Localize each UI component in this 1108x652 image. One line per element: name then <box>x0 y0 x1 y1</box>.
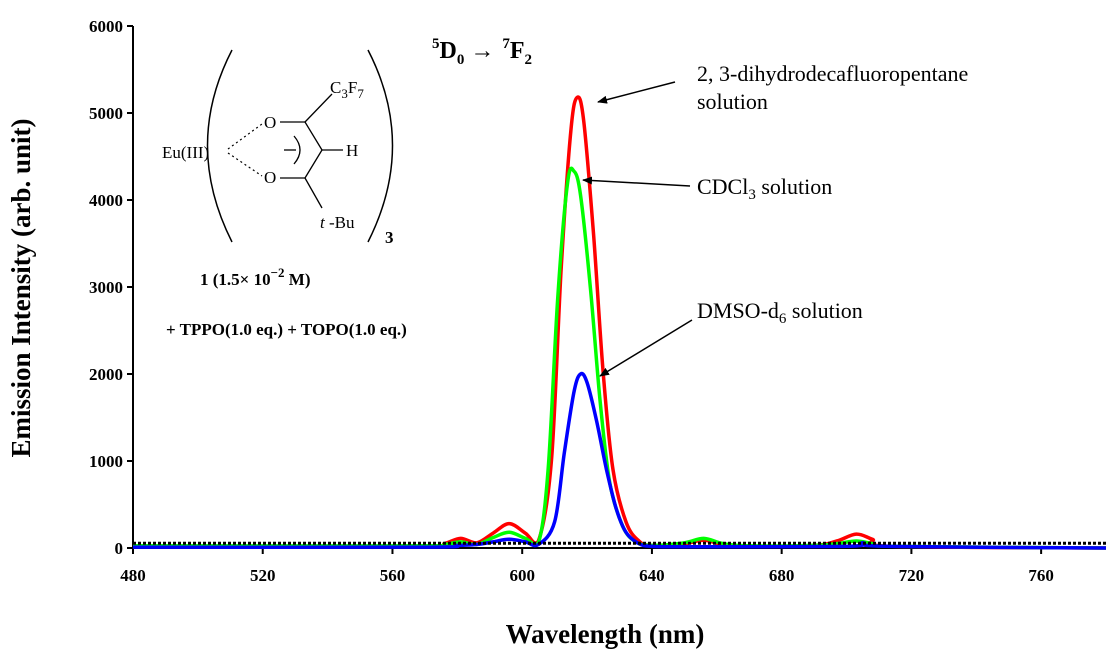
y-axis-title: Emission Intensity (arb. unit) <box>6 118 36 457</box>
transition-lower-main: F <box>510 38 525 64</box>
annotation-dhdfp-text: 2, 3-dihydrodecafluoropentane <box>697 61 968 86</box>
c3f7-sub2: 7 <box>357 86 364 101</box>
annotation-dhdfp-solution-text: solution <box>697 89 768 114</box>
annotation-dmso-text: DMSO-d <box>697 298 779 323</box>
annotation-cdcl3-rest: solution <box>756 174 832 199</box>
series-blue <box>132 371 1107 550</box>
y-tick-label: 6000 <box>89 17 123 36</box>
c3f7-sub1: 3 <box>341 86 348 101</box>
annotation-dmso-rest: solution <box>786 298 862 323</box>
metal-label: Eu(III) <box>162 143 209 162</box>
compound-exp: −2 <box>271 265 285 280</box>
compound-prefix: 1 (1.5 <box>200 270 240 289</box>
compound-ten: 10 <box>249 270 270 289</box>
compound-concentration: 1 (1.5× 10−2 M) <box>200 265 311 289</box>
transition-lower-sub: 2 <box>525 52 533 68</box>
y-tick-label: 5000 <box>89 104 123 123</box>
ligand-count: 3 <box>385 228 394 247</box>
left-bracket <box>206 49 233 243</box>
c3f7-f: F <box>348 78 357 97</box>
y-tick-label: 2000 <box>89 365 123 384</box>
y-tick-label: 0 <box>115 539 124 558</box>
x-ticks: 480 520 560 600 640 680 720 760 <box>120 548 1054 585</box>
arrow-dhdfp <box>597 81 676 104</box>
x-tick-label: 560 <box>380 566 406 585</box>
x-tick-label: 640 <box>639 566 665 585</box>
annotation-cdcl3-text: CDCl <box>697 174 748 199</box>
transition-upper-sup: 5 <box>432 36 440 52</box>
chemical-structure: Eu(III) O O C3F7 H t -Bu 3 1 (1.5× 10−2 … <box>162 49 407 339</box>
bond-c-tbu <box>304 177 323 209</box>
c3f7-label: C3F7 <box>330 78 364 101</box>
y-tick-label: 1000 <box>89 452 123 471</box>
tbu-t: t <box>320 213 326 232</box>
tbu-rest: -Bu <box>325 213 355 232</box>
additive-label: + TPPO(1.0 eq.) + TOPO(1.0 eq.) <box>166 320 407 339</box>
annotation-dmso: DMSO-d6 solution <box>697 298 863 327</box>
x-tick-label: 680 <box>769 566 795 585</box>
coord-bond-top <box>227 123 263 150</box>
transition-arrow: → <box>470 38 494 64</box>
tbu-label: t -Bu <box>320 213 355 232</box>
bond-c-ch-bottom <box>304 149 323 179</box>
x-tick-label: 720 <box>899 566 925 585</box>
right-bracket <box>367 49 394 243</box>
transition-upper-main: D <box>440 38 457 64</box>
oxygen-top: O <box>264 113 276 132</box>
compound-suffix: M) <box>285 270 311 289</box>
y-tick-label: 3000 <box>89 278 123 297</box>
spectrum-series <box>132 95 1107 550</box>
x-tick-label: 520 <box>250 566 276 585</box>
y-tick-label: 4000 <box>89 191 123 210</box>
arrow-cdcl3 <box>582 176 691 187</box>
y-ticks: 0 1000 2000 3000 4000 5000 6000 <box>89 17 133 558</box>
transition-lower-sup: 7 <box>502 36 510 52</box>
x-axis-title: Wavelength (nm) <box>506 619 705 649</box>
transition-label: 5D0 → 7F2 <box>432 36 532 68</box>
arrow-dmso <box>599 319 693 377</box>
annotation-cdcl3: CDCl3 solution <box>697 174 832 203</box>
x-tick-label: 760 <box>1028 566 1054 585</box>
bond-c-ch-top <box>304 121 323 151</box>
x-tick-label: 480 <box>120 566 146 585</box>
oxygen-bottom: O <box>264 168 276 187</box>
transition-upper-sub: 0 <box>457 52 465 68</box>
annotation-cdcl3-sub: 3 <box>748 187 756 203</box>
series-green <box>132 166 1107 550</box>
annotation-dmso-sub: 6 <box>779 311 787 327</box>
compound-times: × <box>240 270 250 289</box>
bond-c-cf-top <box>304 93 333 123</box>
coord-bond-bottom <box>227 152 263 177</box>
hydrogen-label: H <box>346 141 358 160</box>
annotation-dhdfp-solution: solution <box>697 89 768 114</box>
annotation-dhdfp: 2, 3-dihydrodecafluoropentane <box>697 61 968 86</box>
x-tick-label: 600 <box>509 566 535 585</box>
c3f7-c: C <box>330 78 341 97</box>
delocalization-arc <box>293 135 301 165</box>
